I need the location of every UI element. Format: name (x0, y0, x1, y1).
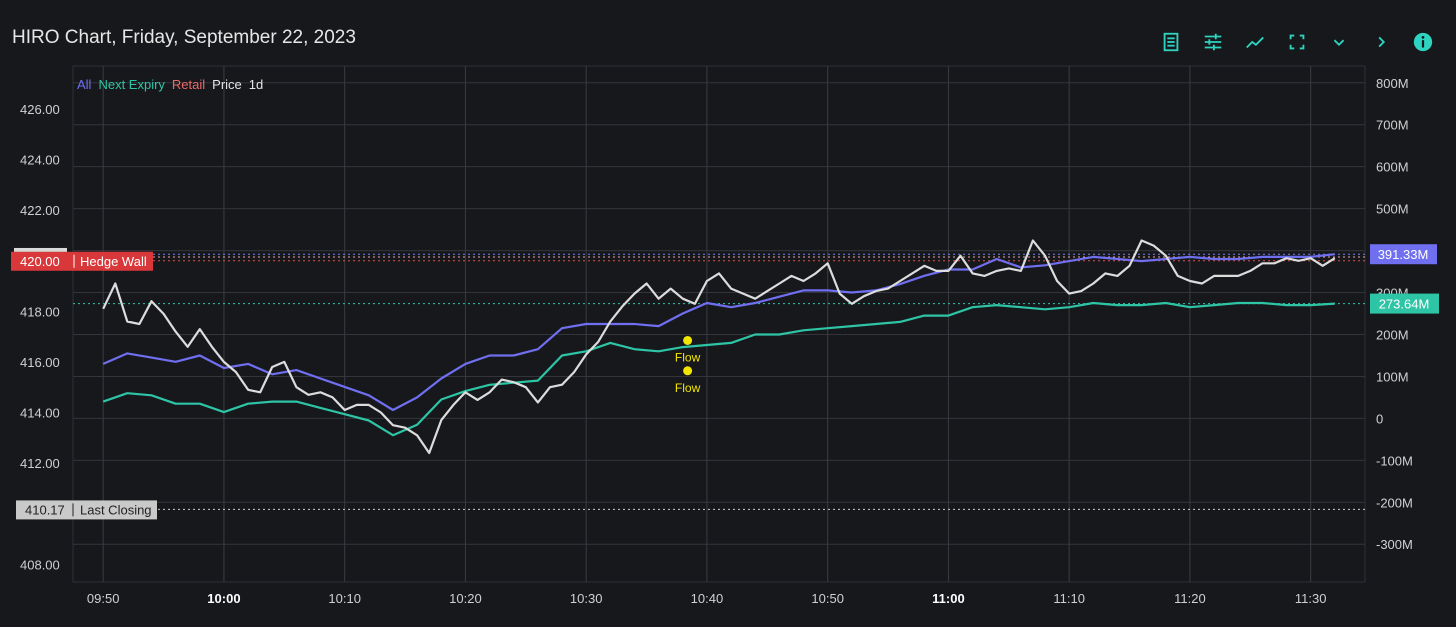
info-button[interactable] (1402, 28, 1444, 56)
y-right-tick-label: 0 (1376, 411, 1383, 426)
x-tick-label: 10:00 (207, 591, 240, 606)
receipt-icon (1163, 32, 1179, 52)
y-right-tick-label: 700M (1376, 118, 1409, 133)
legend-price[interactable]: Price (212, 77, 242, 92)
expiry-current-badge (1370, 293, 1439, 314)
expiry-current-value: 273.64M (1379, 297, 1430, 312)
last-closing-value: 410.17 (25, 502, 65, 517)
next-button[interactable] (1360, 28, 1402, 56)
hedge-wall-label: Hedge Wall (80, 254, 147, 269)
y-left-tick-label: 418.00 (20, 304, 60, 319)
x-tick-label: 10:30 (570, 591, 603, 606)
x-tick-label: 09:50 (87, 591, 120, 606)
flow-marker (683, 366, 693, 376)
last-closing-badge (16, 500, 157, 520)
y-right-tick-label: 200M (1376, 327, 1409, 342)
chevron-down-icon (1333, 39, 1345, 47)
y-right-tick-label: -200M (1376, 495, 1413, 510)
chevron-right-icon (1378, 36, 1386, 48)
trend-button[interactable] (1234, 28, 1276, 56)
flow-marker (683, 335, 693, 345)
sliders-icon (1204, 33, 1222, 51)
y-right-tick-label: -300M (1376, 537, 1413, 552)
all-current-badge (1370, 244, 1437, 265)
y-left-tick-label: 424.00 (20, 153, 60, 168)
y-left-tick-label: 412.00 (20, 456, 60, 471)
fullscreen-button[interactable] (1276, 28, 1318, 56)
chart-legend: All Next Expiry Retail Price 1d (77, 77, 263, 92)
y-right-tick-label: 800M (1376, 76, 1409, 91)
y-left-tick-label: 416.00 (20, 355, 60, 370)
legend-all[interactable]: All (77, 77, 92, 92)
y-right-tick-label: 500M (1376, 202, 1409, 217)
hedge-wall-value: 420.00 (20, 254, 60, 269)
y-right-tick-label: 100M (1376, 369, 1409, 384)
legend-retail[interactable]: Retail (171, 77, 206, 92)
plot-area (72, 65, 1366, 583)
receipt-button[interactable] (1150, 28, 1192, 56)
x-tick-label: 10:40 (691, 591, 724, 606)
flow-label: Flow (675, 381, 701, 395)
price-series-line (102, 239, 1336, 455)
x-tick-label: 11:00 (932, 591, 965, 606)
y-left-tick-label: 422.00 (20, 203, 60, 218)
info-icon (1413, 32, 1433, 52)
next-expiry-series-line (102, 301, 1335, 437)
y-left-tick-label: 414.00 (20, 406, 60, 421)
fullscreen-icon (1289, 34, 1305, 50)
all-current-value: 391.33M (1378, 247, 1429, 262)
x-tick-label: 10:50 (811, 591, 844, 606)
last-closing-label: Last Closing (80, 502, 152, 517)
flow-label: Flow (675, 350, 701, 364)
x-tick-label: 11:10 (1053, 591, 1085, 606)
x-tick-label: 10:20 (449, 591, 482, 606)
trend-line-icon (1246, 36, 1264, 49)
chart-toolbar (1150, 28, 1444, 56)
x-tick-label: 11:20 (1174, 591, 1206, 606)
collapse-button[interactable] (1318, 28, 1360, 56)
legend-range[interactable]: 1d (248, 77, 264, 92)
legend-next-expiry[interactable]: Next Expiry (98, 77, 165, 92)
y-left-tick-label: 426.00 (20, 102, 60, 117)
settings-button[interactable] (1192, 28, 1234, 56)
y-right-tick-label: -100M (1376, 453, 1413, 468)
page-title: HIRO Chart, Friday, September 22, 2023 (12, 27, 356, 48)
all-series-line (102, 253, 1335, 412)
x-tick-label: 10:10 (328, 591, 361, 606)
y-left-tick-label: 408.00 (20, 557, 60, 572)
hedge-wall-badge (11, 251, 153, 271)
y-right-tick-label: 600M (1376, 160, 1409, 175)
x-tick-label: 11:30 (1295, 591, 1327, 606)
